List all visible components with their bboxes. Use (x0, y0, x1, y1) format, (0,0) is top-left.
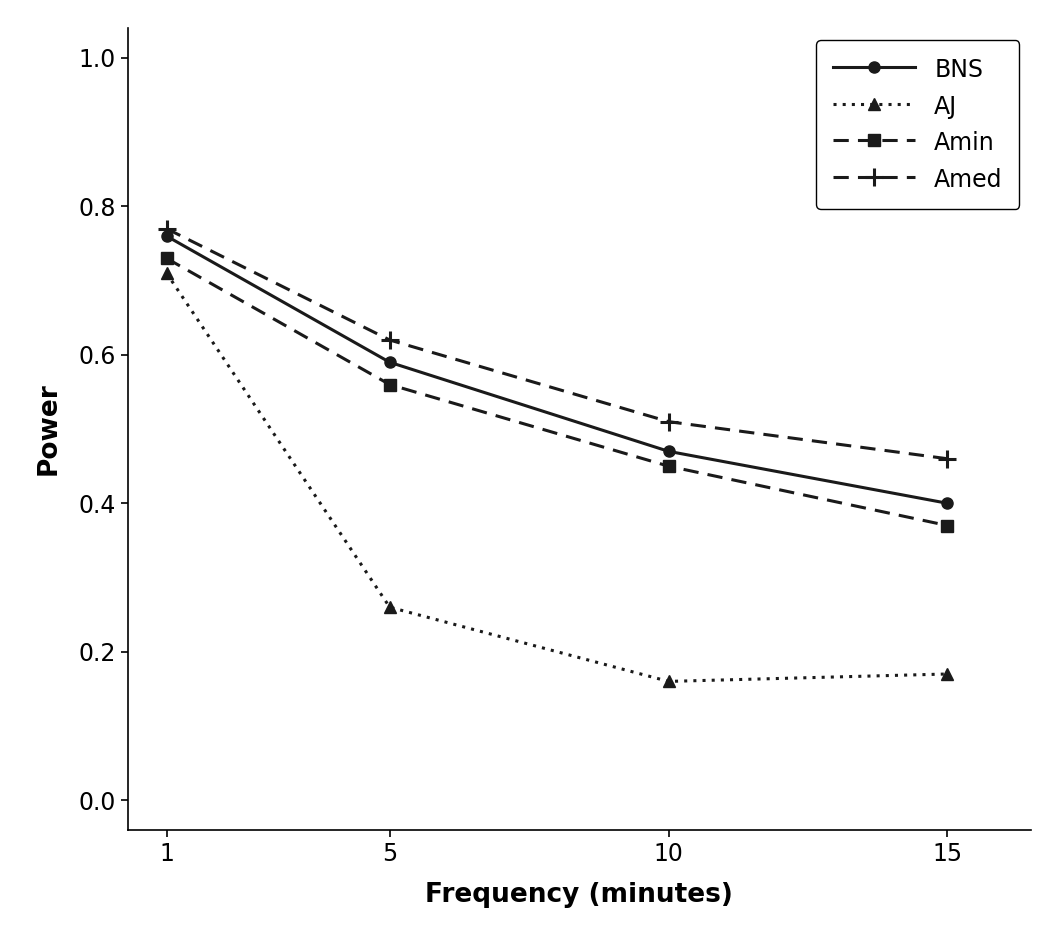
Amed (161, 223, 173, 235)
AJ (662, 676, 675, 687)
Amed (384, 335, 396, 346)
BNS (662, 446, 675, 457)
X-axis label: Frequency (minutes): Frequency (minutes) (425, 883, 733, 908)
Legend: BNS, AJ, Amin, Amed: BNS, AJ, Amin, Amed (816, 41, 1019, 208)
BNS (161, 230, 173, 241)
Amin (662, 460, 675, 472)
AJ (384, 602, 396, 613)
BNS (941, 498, 954, 509)
Amed (941, 453, 954, 464)
Amin (161, 253, 173, 264)
Line: BNS: BNS (162, 230, 954, 509)
AJ (161, 268, 173, 279)
Line: Amed: Amed (157, 220, 957, 468)
Line: AJ: AJ (162, 268, 954, 687)
Amin (941, 520, 954, 531)
Y-axis label: Power: Power (35, 383, 62, 475)
Amin (384, 379, 396, 390)
AJ (941, 669, 954, 680)
BNS (384, 356, 396, 368)
Amed (662, 416, 675, 427)
Line: Amin: Amin (162, 253, 954, 531)
